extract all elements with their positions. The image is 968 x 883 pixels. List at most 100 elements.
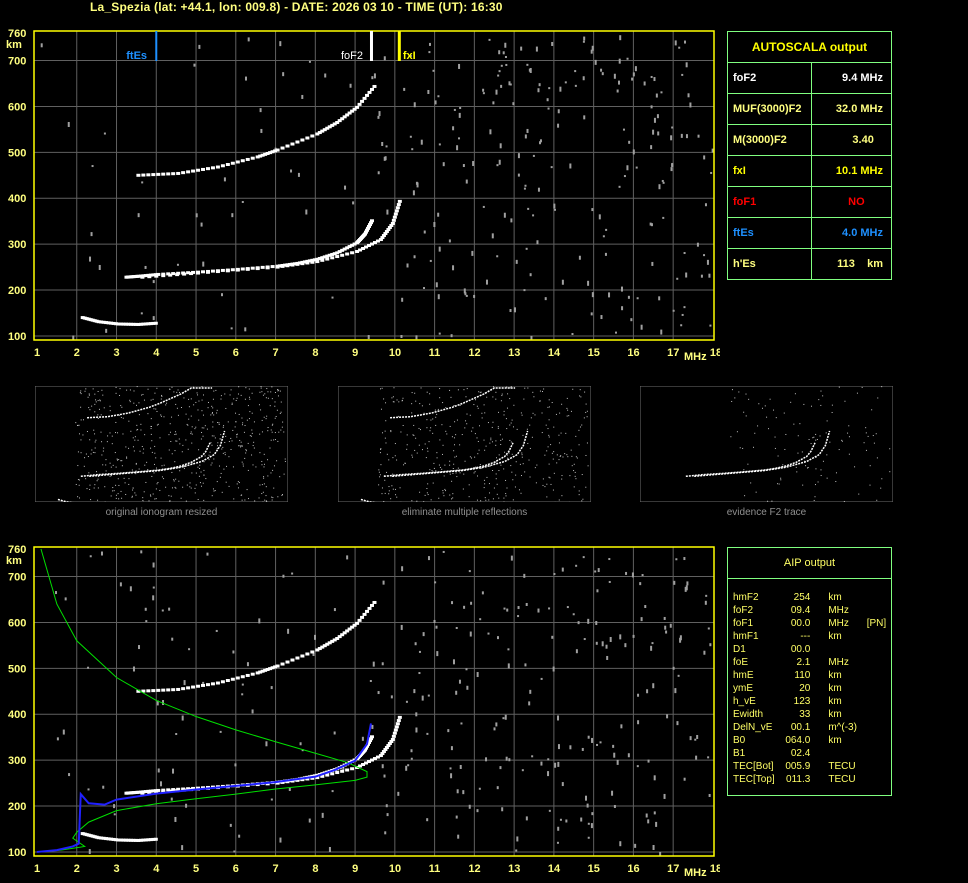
- noise-dot: [707, 627, 710, 630]
- noise-dot: [274, 439, 276, 441]
- noise-dot: [282, 421, 284, 423]
- aip-unit: MHz: [828, 657, 849, 668]
- noise-dot: [388, 459, 390, 461]
- noise-dot: [449, 767, 452, 770]
- noise-dot: [198, 400, 200, 402]
- noise-dot: [498, 411, 500, 413]
- echo-Es: [136, 838, 141, 842]
- noise-dot: [231, 440, 233, 442]
- noise-dot: [523, 289, 526, 292]
- noise-dot: [291, 572, 294, 575]
- noise-dot: [379, 476, 381, 478]
- echo-F2_multiple: [345, 113, 350, 117]
- echo-F2_ordinary: [250, 266, 255, 270]
- noise-dot: [179, 443, 181, 445]
- noise-dot: [403, 87, 406, 91]
- noise-dot: [175, 431, 177, 433]
- noise-dot: [203, 474, 205, 476]
- noise-dot: [105, 459, 107, 461]
- noise-dot: [189, 486, 191, 488]
- noise-dot: [377, 115, 380, 119]
- noise-dot: [185, 439, 187, 441]
- noise-dot: [423, 287, 426, 290]
- noise-dot: [498, 470, 500, 472]
- noise-dot: [540, 761, 543, 766]
- noise-dot: [582, 40, 585, 43]
- noise-dot: [224, 441, 226, 443]
- echo-F2_extraordinary: [392, 731, 397, 735]
- noise-dot: [242, 463, 244, 465]
- noise-dot: [548, 809, 551, 812]
- noise-dot: [708, 793, 711, 797]
- echo-F2_multiple: [255, 155, 260, 159]
- noise-dot: [651, 642, 654, 645]
- echo-Es: [126, 322, 131, 326]
- echo-F2_extraordinary: [196, 271, 201, 275]
- noise-dot: [221, 491, 223, 493]
- noise-dot: [411, 454, 413, 456]
- noise-dot: [78, 424, 80, 426]
- noise-dot: [263, 476, 265, 478]
- noise-dot: [506, 487, 508, 489]
- echo-Es: [106, 321, 111, 325]
- noise-dot: [569, 475, 571, 477]
- noise-dot: [274, 432, 276, 434]
- noise-dot: [138, 468, 140, 470]
- noise-dot: [496, 164, 499, 167]
- noise-dot: [427, 694, 430, 697]
- noise-dot: [442, 402, 444, 404]
- echo-F2_multiple: [362, 612, 367, 616]
- echo-F2_multiple: [360, 99, 365, 103]
- noise-dot: [396, 459, 398, 461]
- noise-dot: [188, 406, 190, 408]
- noise-dot: [119, 582, 122, 587]
- noise-dot: [424, 494, 426, 496]
- noise-dot: [516, 428, 518, 430]
- noise-dot: [547, 758, 550, 761]
- noise-dot: [414, 449, 416, 451]
- echo-F2_multiple: [156, 688, 161, 692]
- echo-F2_multiple: [205, 167, 210, 171]
- noise-dot: [492, 396, 494, 398]
- x-tick-label: 1: [34, 347, 40, 359]
- noise-dot: [265, 486, 267, 488]
- echo-F2_multiple: [181, 687, 186, 691]
- echo-F2_extraordinary: [375, 755, 380, 759]
- noise-dot: [566, 415, 568, 417]
- noise-dot: [85, 453, 87, 455]
- echo-F2_multiple: [372, 84, 377, 88]
- aip-value: 005.9: [785, 761, 811, 772]
- noise-dot: [525, 602, 528, 606]
- noise-dot: [875, 433, 877, 435]
- echo-F2_multiple: [357, 618, 362, 622]
- noise-dot: [384, 479, 386, 481]
- x-tick-label: 3: [114, 863, 120, 875]
- noise-dot: [754, 432, 756, 434]
- noise-dot: [739, 447, 741, 449]
- noise-dot: [429, 403, 431, 405]
- noise-dot: [279, 412, 281, 414]
- noise-dot: [453, 463, 455, 465]
- noise-dot: [150, 418, 152, 420]
- plot-frame: [33, 30, 715, 341]
- noise-dot: [183, 680, 186, 686]
- noise-dot: [703, 650, 706, 655]
- noise-dot: [573, 463, 575, 465]
- noise-dot: [160, 414, 162, 416]
- noise-dot: [590, 823, 593, 829]
- noise-dot: [126, 456, 128, 458]
- echo-F2_multiple: [305, 652, 310, 656]
- noise-dot: [396, 496, 398, 498]
- echo-F2_multiple: [352, 623, 357, 627]
- noise-dot: [152, 280, 155, 284]
- noise-dot: [282, 72, 285, 77]
- noise-dot: [135, 470, 137, 472]
- noise-dot: [548, 399, 550, 401]
- noise-dot: [265, 741, 268, 747]
- noise-dot: [539, 390, 541, 392]
- noise-dot: [109, 462, 111, 464]
- noise-dot: [557, 109, 560, 114]
- noise-dot: [427, 89, 430, 94]
- noise-dot: [385, 402, 387, 404]
- noise-dot: [625, 571, 628, 575]
